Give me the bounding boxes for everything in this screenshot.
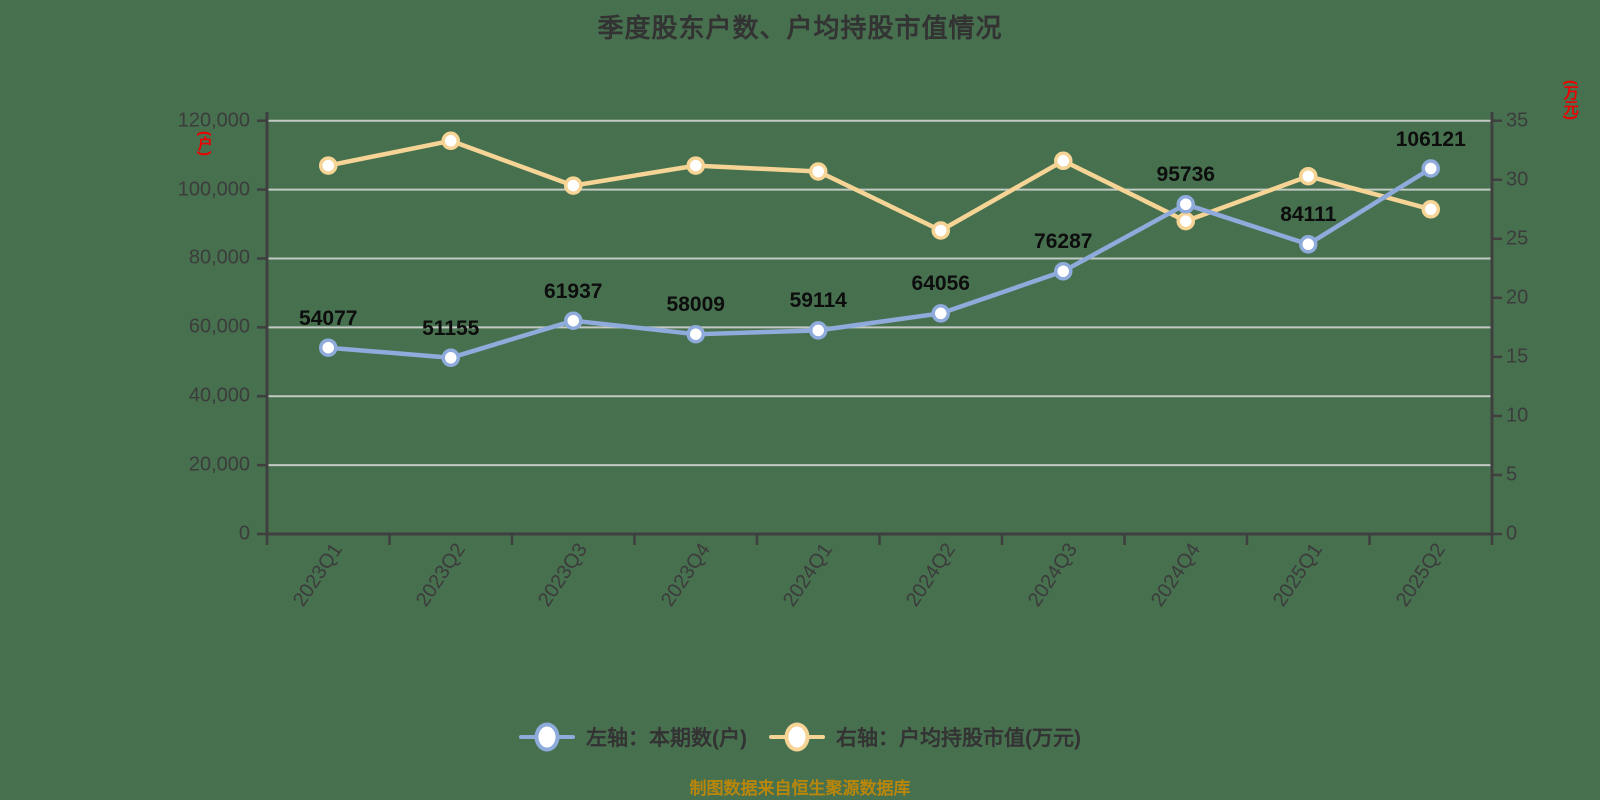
data-point-label: 51155 <box>422 316 480 340</box>
data-point-marker <box>319 156 338 175</box>
data-point-label: 58009 <box>666 293 725 317</box>
left-axis-tick-label: 40,000 <box>188 384 250 407</box>
data-source-note: 制图数据来自恒生聚源数据库 <box>689 779 911 798</box>
right-axis-tick-label: 35 <box>1506 109 1529 132</box>
data-point-marker <box>931 221 950 240</box>
right-axis-tick-label: 5 <box>1506 463 1518 486</box>
data-point-marker <box>1176 211 1195 231</box>
data-point-marker <box>1421 159 1440 178</box>
chart-title: 季度股东户数、户均持股市值情况 <box>597 13 1003 43</box>
data-point-marker <box>1054 262 1073 281</box>
data-point-marker <box>319 338 338 357</box>
series-line <box>326 166 1433 361</box>
legend-label: 右轴：户均持股市值(万元) <box>836 727 1081 750</box>
data-point-label: 95736 <box>1156 163 1215 187</box>
series-line <box>326 138 1433 233</box>
left-axis-tick-label: 100,000 <box>177 178 250 201</box>
left-axis-tick-label: 20,000 <box>188 453 250 476</box>
data-point-marker <box>686 324 705 344</box>
left-axis-tick-label: 0 <box>238 522 250 545</box>
legend-item-holders: 左轴：本期数(户) <box>519 720 747 754</box>
data-point-label: 61937 <box>544 279 603 303</box>
data-point-marker <box>1054 151 1073 171</box>
data-point-label: 76287 <box>1034 230 1093 254</box>
data-point-marker <box>441 348 460 368</box>
data-point-marker <box>1299 235 1318 254</box>
right-axis-tick-label: 10 <box>1506 404 1529 427</box>
right-axis-tick-label: 15 <box>1506 345 1529 368</box>
data-point-label: 64056 <box>911 272 970 296</box>
data-point-marker <box>1176 195 1195 214</box>
right-axis-unit-label: (万元) <box>1561 80 1579 120</box>
data-point-marker <box>1421 200 1440 219</box>
legend-label: 左轴：本期数(户) <box>586 727 747 750</box>
legend-item-market-value: 右轴：户均持股市值(万元) <box>769 720 1081 754</box>
line-marker-icon <box>769 720 825 754</box>
left-axis-tick-label: 80,000 <box>188 246 250 269</box>
data-point-label: 106121 <box>1395 127 1466 151</box>
data-point-marker <box>931 304 950 323</box>
right-axis-tick-label: 0 <box>1506 522 1518 545</box>
data-point-marker <box>809 162 828 181</box>
right-axis-tick-label: 25 <box>1506 227 1529 250</box>
data-point-label: 59114 <box>789 289 847 313</box>
left-axis-tick-label: 60,000 <box>188 315 250 338</box>
data-point-marker <box>686 156 705 175</box>
data-point-label: 84111 <box>1280 203 1337 227</box>
line-marker-icon <box>519 720 575 754</box>
right-axis-tick-label: 30 <box>1506 168 1529 191</box>
data-point-marker <box>1299 166 1318 186</box>
data-point-marker <box>809 321 828 340</box>
left-axis-unit-label: (户) <box>195 131 213 156</box>
right-axis-tick-label: 20 <box>1506 286 1529 309</box>
legend: 左轴：本期数(户) 右轴：户均持股市值(万元) <box>0 720 1600 754</box>
data-point-marker <box>564 176 583 195</box>
data-point-label: 54077 <box>299 306 358 330</box>
left-axis-tick-label: 120,000 <box>177 109 250 132</box>
data-point-marker <box>441 131 460 151</box>
data-point-marker <box>564 311 583 330</box>
